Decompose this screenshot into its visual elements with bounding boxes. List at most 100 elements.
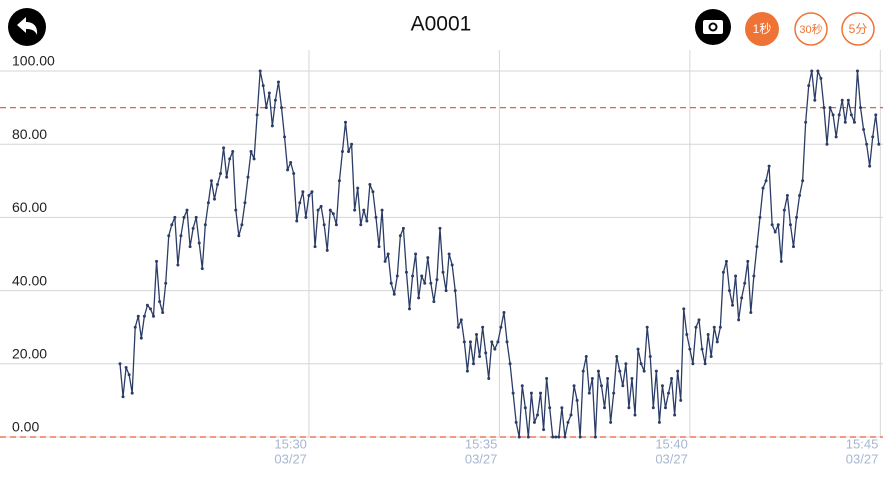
data-point [255, 113, 259, 117]
data-point [691, 362, 695, 366]
data-point [444, 289, 448, 293]
data-point [136, 314, 140, 318]
data-point [624, 362, 628, 366]
data-point [865, 142, 869, 146]
data-point [462, 340, 466, 344]
data-point [575, 398, 579, 402]
x-tick-label: 15:35 [465, 436, 498, 451]
y-tick-label: 80.00 [12, 126, 47, 142]
x-tick-label: 15:45 [846, 436, 879, 451]
data-point [371, 190, 375, 194]
data-point [261, 84, 265, 88]
data-point [304, 215, 308, 219]
data-point [621, 384, 625, 388]
data-point [612, 391, 616, 395]
data-point [715, 340, 719, 344]
data-point [164, 281, 168, 285]
data-point [764, 179, 768, 183]
camera-button[interactable] [695, 9, 731, 45]
data-point [822, 106, 826, 110]
data-point [572, 384, 576, 388]
data-point [618, 369, 622, 373]
interval-30s[interactable]: 30秒 [794, 12, 828, 46]
data-point [273, 98, 277, 102]
data-point [246, 175, 250, 179]
data-point [807, 84, 811, 88]
data-point [749, 311, 753, 315]
data-point [478, 354, 482, 358]
data-point [569, 413, 573, 417]
data-point [535, 413, 539, 417]
data-point [843, 120, 847, 124]
data-point [170, 223, 174, 227]
data-point [523, 406, 527, 410]
data-point [155, 259, 159, 263]
data-point [499, 325, 503, 329]
data-point [871, 135, 875, 139]
data-point [334, 223, 338, 227]
data-point [496, 340, 500, 344]
data-point [392, 292, 396, 296]
data-point [283, 135, 287, 139]
data-point [849, 113, 853, 117]
data-point [212, 197, 216, 201]
data-point [417, 296, 421, 300]
data-point [267, 91, 271, 95]
interval-button-bg [794, 12, 828, 46]
data-point [152, 314, 156, 318]
data-point [270, 124, 274, 128]
data-point [773, 230, 777, 234]
data-point [584, 354, 588, 358]
data-point [453, 289, 457, 293]
back-button[interactable] [8, 8, 46, 46]
data-point [276, 80, 280, 84]
back-icon [17, 17, 38, 35]
data-point [855, 69, 859, 73]
data-point [542, 428, 546, 432]
interval-5m[interactable]: 5分 [841, 12, 875, 46]
data-point [737, 318, 741, 322]
data-point [874, 113, 878, 117]
data-point [423, 281, 427, 285]
data-point [468, 340, 472, 344]
data-point [353, 208, 357, 212]
data-point [709, 354, 713, 358]
data-point [319, 204, 323, 208]
data-point [627, 406, 631, 410]
data-point [852, 120, 856, 124]
data-point [316, 208, 320, 212]
data-point [551, 435, 555, 439]
data-point [840, 98, 844, 102]
data-point [124, 365, 128, 369]
data-point [560, 406, 564, 410]
data-point [264, 106, 268, 110]
data-point [599, 384, 603, 388]
data-point [721, 270, 725, 274]
data-point [660, 384, 664, 388]
x-tick-label: 15:30 [274, 436, 307, 451]
data-point [344, 120, 348, 124]
data-point [636, 347, 640, 351]
data-point [441, 270, 445, 274]
data-point [810, 69, 814, 73]
data-point [587, 391, 591, 395]
data-point [380, 208, 384, 212]
data-point [779, 259, 783, 263]
data-point [520, 384, 524, 388]
interval-button-bg [745, 12, 779, 46]
data-point [209, 179, 213, 183]
data-point [490, 340, 494, 344]
data-point [532, 420, 536, 424]
data-point [727, 289, 731, 293]
camera-lens-inner [710, 24, 716, 30]
data-point [676, 369, 680, 373]
data-point [420, 274, 424, 278]
data-point [426, 256, 430, 260]
data-point [237, 234, 241, 238]
data-point [566, 420, 570, 424]
data-point [465, 369, 469, 373]
chart: 0.0020.0040.0060.0080.00100.0015:3003/27… [0, 50, 883, 466]
interval-1s[interactable]: 1秒 [745, 12, 779, 46]
data-point [484, 351, 488, 355]
data-point [118, 362, 122, 366]
